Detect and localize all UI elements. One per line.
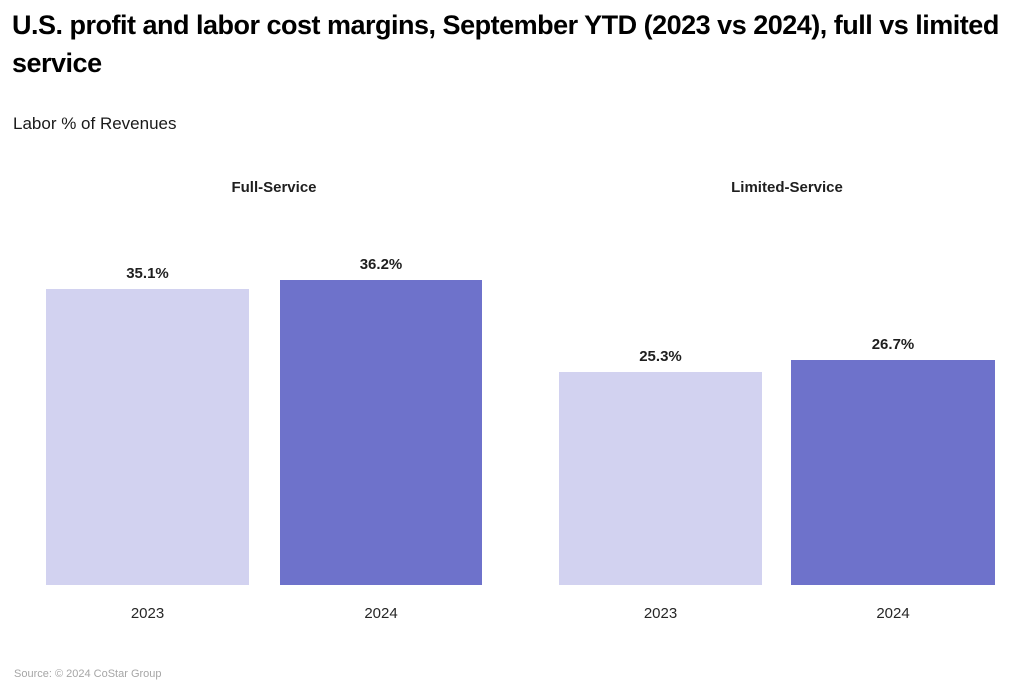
bar-limited-service-2023 [559, 372, 762, 585]
x-tick-limited-service-2023: 2023 [643, 605, 678, 622]
bar-column-limited-service-2024: 26.7% [791, 230, 995, 585]
x-tick-limited-service-2024: 2024 [876, 605, 910, 622]
bar-column-full-service-2024: 36.2% [280, 230, 482, 585]
bar-value-label-full-service-2024: 36.2% [359, 256, 403, 273]
source-attribution: Source: © 2024 CoStar Group [14, 668, 162, 680]
bar-full-service-2023 [46, 289, 249, 585]
bar-chart-plot-area: 35.1% 36.2% 25.3% 26.7% [0, 230, 1024, 585]
bar-limited-service-2024 [791, 360, 995, 585]
chart-subtitle-ylabel: Labor % of Revenues [13, 114, 177, 133]
bar-value-label-limited-service-2023: 25.3% [639, 348, 682, 365]
chart-title: U.S. profit and labor cost margins, Sept… [12, 10, 999, 78]
group-title-limited-service: Limited-Service [731, 179, 843, 196]
x-tick-full-service-2024: 2024 [364, 605, 398, 622]
bar-full-service-2024 [280, 280, 482, 585]
bar-value-label-full-service-2023: 35.1% [126, 265, 169, 282]
bar-value-label-limited-service-2024: 26.7% [871, 336, 915, 353]
x-tick-full-service-2023: 2023 [130, 605, 165, 622]
group-title-full-service: Full-Service [231, 179, 317, 196]
bar-column-full-service-2023: 35.1% [46, 230, 249, 585]
bar-column-limited-service-2023: 25.3% [559, 230, 762, 585]
